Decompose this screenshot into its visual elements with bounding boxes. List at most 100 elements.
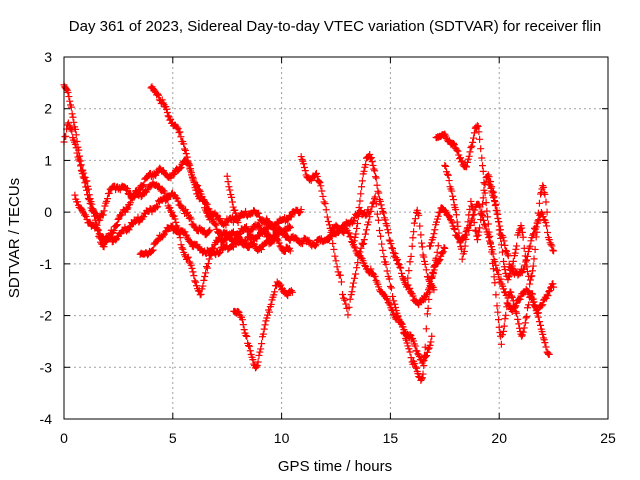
series-track-6 [223, 172, 242, 226]
data-point [469, 211, 477, 219]
data-point [476, 224, 484, 232]
data-point [114, 215, 122, 223]
data-point [232, 209, 240, 217]
data-point [388, 306, 396, 314]
data-point [177, 163, 185, 171]
data-point [226, 186, 234, 194]
data-point [485, 173, 493, 181]
data-point [522, 258, 530, 266]
data-point [353, 264, 361, 272]
data-point [521, 319, 529, 327]
data-point [493, 266, 501, 274]
data-point [281, 230, 289, 238]
data-point [409, 234, 417, 242]
data-point [478, 211, 486, 219]
data-point [267, 300, 275, 308]
data-point [366, 213, 374, 221]
data-point [73, 198, 81, 206]
data-point [352, 230, 360, 238]
data-point [311, 242, 319, 250]
data-point [201, 272, 209, 280]
data-point [391, 250, 399, 258]
data-point [177, 133, 185, 141]
data-point [410, 219, 418, 227]
data-point [316, 179, 324, 187]
data-point [418, 239, 426, 247]
chart-title: Day 361 of 2023, Sidereal Day-to-day VTE… [69, 18, 601, 35]
data-point [396, 263, 404, 271]
data-point [188, 169, 196, 177]
data-point [84, 191, 92, 199]
y-tick-label: 0 [44, 204, 52, 220]
data-point [519, 328, 527, 336]
data-point [181, 145, 189, 153]
data-point [128, 195, 136, 203]
data-point [373, 210, 381, 218]
data-point [247, 226, 255, 234]
data-point [280, 228, 288, 236]
data-point [462, 162, 470, 170]
data-point [484, 213, 492, 221]
data-point [377, 201, 385, 209]
data-point [245, 342, 253, 350]
data-point [485, 181, 493, 189]
data-point [545, 236, 553, 244]
data-point [186, 237, 194, 245]
data-point [528, 295, 536, 303]
data-point [418, 375, 426, 383]
data-point [520, 324, 528, 332]
data-point [371, 193, 379, 201]
data-point [77, 162, 85, 170]
data-point [234, 218, 242, 226]
data-point [386, 283, 394, 291]
data-point [232, 212, 240, 220]
data-point [433, 218, 441, 226]
data-point [379, 246, 387, 254]
data-point [430, 286, 438, 294]
data-point [415, 351, 423, 359]
y-tick-label: 3 [44, 49, 52, 65]
data-point [544, 349, 552, 357]
data-point [488, 246, 496, 254]
series-track-11 [404, 206, 438, 294]
data-point [523, 256, 531, 264]
data-point [423, 348, 431, 356]
data-point [187, 165, 195, 173]
data-point [404, 274, 412, 282]
data-point [285, 245, 293, 253]
data-point [242, 224, 250, 232]
data-point [312, 169, 320, 177]
data-point [125, 226, 133, 234]
data-point [216, 215, 224, 223]
data-point [518, 224, 526, 232]
data-point [192, 278, 200, 286]
data-point [287, 213, 295, 221]
data-point [166, 204, 174, 212]
data-point [367, 155, 375, 163]
data-point [243, 332, 251, 340]
data-point [461, 242, 469, 250]
data-point [189, 268, 197, 276]
data-point [496, 222, 504, 230]
data-point [550, 283, 558, 291]
data-point [547, 240, 555, 248]
data-point [211, 220, 219, 228]
data-point [172, 218, 180, 226]
data-point [255, 221, 263, 229]
data-point [153, 202, 161, 210]
data-point [257, 246, 265, 254]
data-point [544, 228, 552, 236]
data-point [537, 209, 545, 217]
data-point [508, 292, 516, 300]
data-point [494, 270, 502, 278]
data-point [405, 267, 413, 275]
data-point [383, 267, 391, 275]
data-point [65, 93, 73, 101]
data-point [255, 209, 263, 217]
data-point [491, 202, 499, 210]
data-point [426, 341, 434, 349]
data-point [465, 152, 473, 160]
data-point [375, 283, 383, 291]
data-point [254, 358, 262, 366]
data-point [203, 200, 211, 208]
